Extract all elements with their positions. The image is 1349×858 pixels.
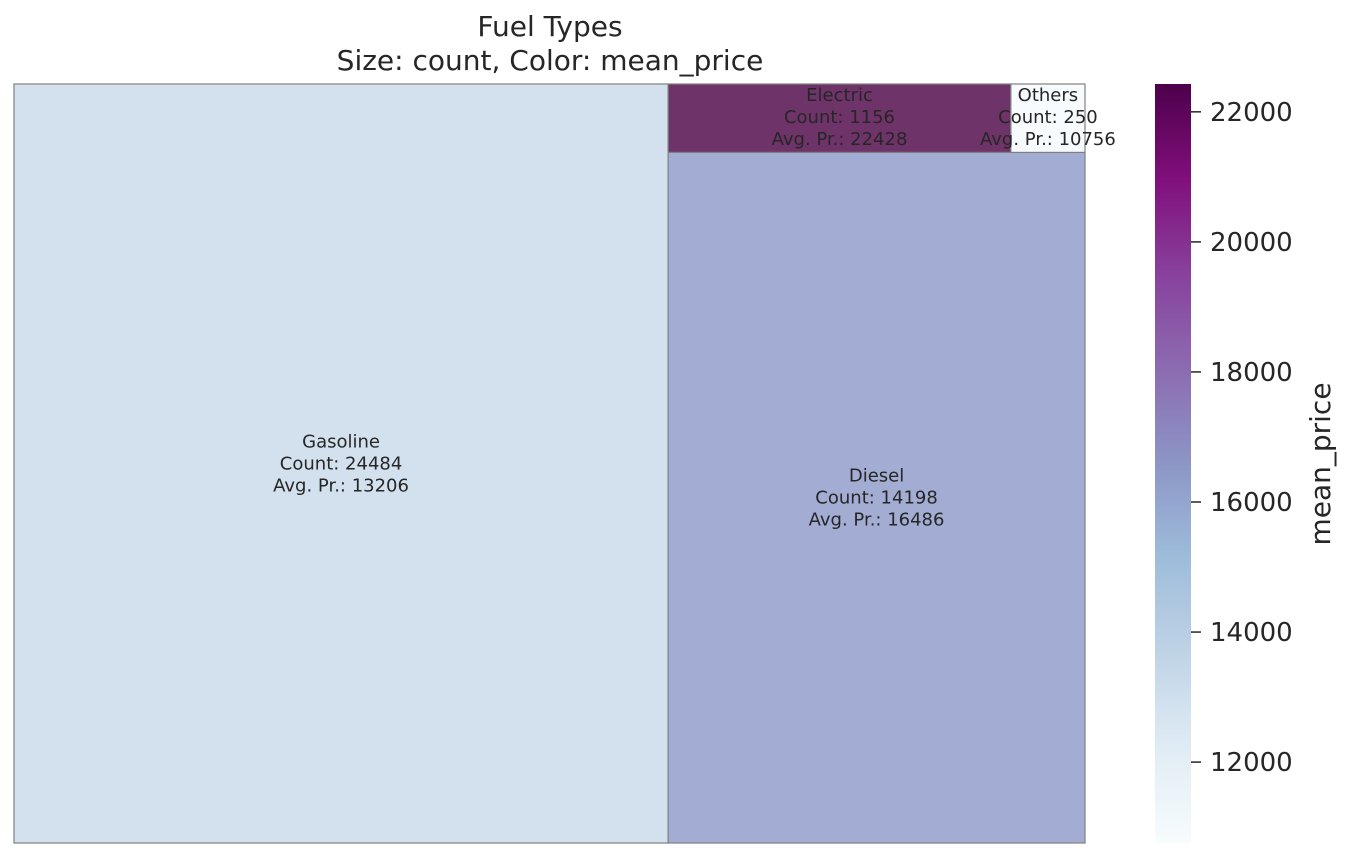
colorbar-tick-label-12000: 12000 bbox=[1210, 748, 1293, 778]
chart-title: Fuel Types bbox=[477, 10, 622, 43]
tile-label-gasoline-name: Gasoline bbox=[302, 432, 380, 453]
tile-diesel bbox=[667, 151, 1086, 844]
tile-label-electric-count: Count: 1156 bbox=[784, 107, 895, 128]
colorbar-label: mean_price bbox=[1304, 382, 1337, 545]
tile-label-gasoline-price: Avg. Pr.: 13206 bbox=[273, 476, 409, 497]
tile-label-diesel-count: Count: 14198 bbox=[815, 488, 938, 509]
tile-others bbox=[1010, 83, 1086, 153]
colorbar-tick-label-16000: 16000 bbox=[1210, 488, 1293, 518]
tile-label-others-count: Count: 250 bbox=[998, 107, 1098, 128]
colorbar-tick-label-14000: 14000 bbox=[1210, 618, 1293, 648]
colorbar-ticks: 12000 14000 16000 18000 20000 22000 bbox=[1191, 98, 1293, 778]
tile-label-electric-price: Avg. Pr.: 22428 bbox=[772, 129, 908, 150]
colorbar-gradient bbox=[1155, 84, 1191, 843]
colorbar-tick-label-20000: 20000 bbox=[1210, 228, 1293, 258]
tile-gasoline bbox=[13, 83, 669, 844]
tile-label-gasoline-count: Count: 24484 bbox=[280, 454, 403, 475]
tile-label-diesel-name: Diesel bbox=[849, 466, 904, 487]
chart-subtitle: Size: count, Color: mean_price bbox=[337, 44, 764, 77]
colorbar-tick-label-22000: 22000 bbox=[1210, 98, 1293, 128]
tile-label-others-price: Avg. Pr.: 10756 bbox=[980, 129, 1116, 150]
tile-electric bbox=[667, 83, 1012, 153]
colorbar: 12000 14000 16000 18000 20000 22000 mean_pric… bbox=[1155, 84, 1337, 843]
tile-label-others-name: Others bbox=[1018, 85, 1079, 106]
colorbar-tick-label-18000: 18000 bbox=[1210, 358, 1293, 388]
tile-label-diesel-price: Avg. Pr.: 16486 bbox=[809, 510, 945, 531]
tile-label-electric-name: Electric bbox=[806, 85, 873, 106]
